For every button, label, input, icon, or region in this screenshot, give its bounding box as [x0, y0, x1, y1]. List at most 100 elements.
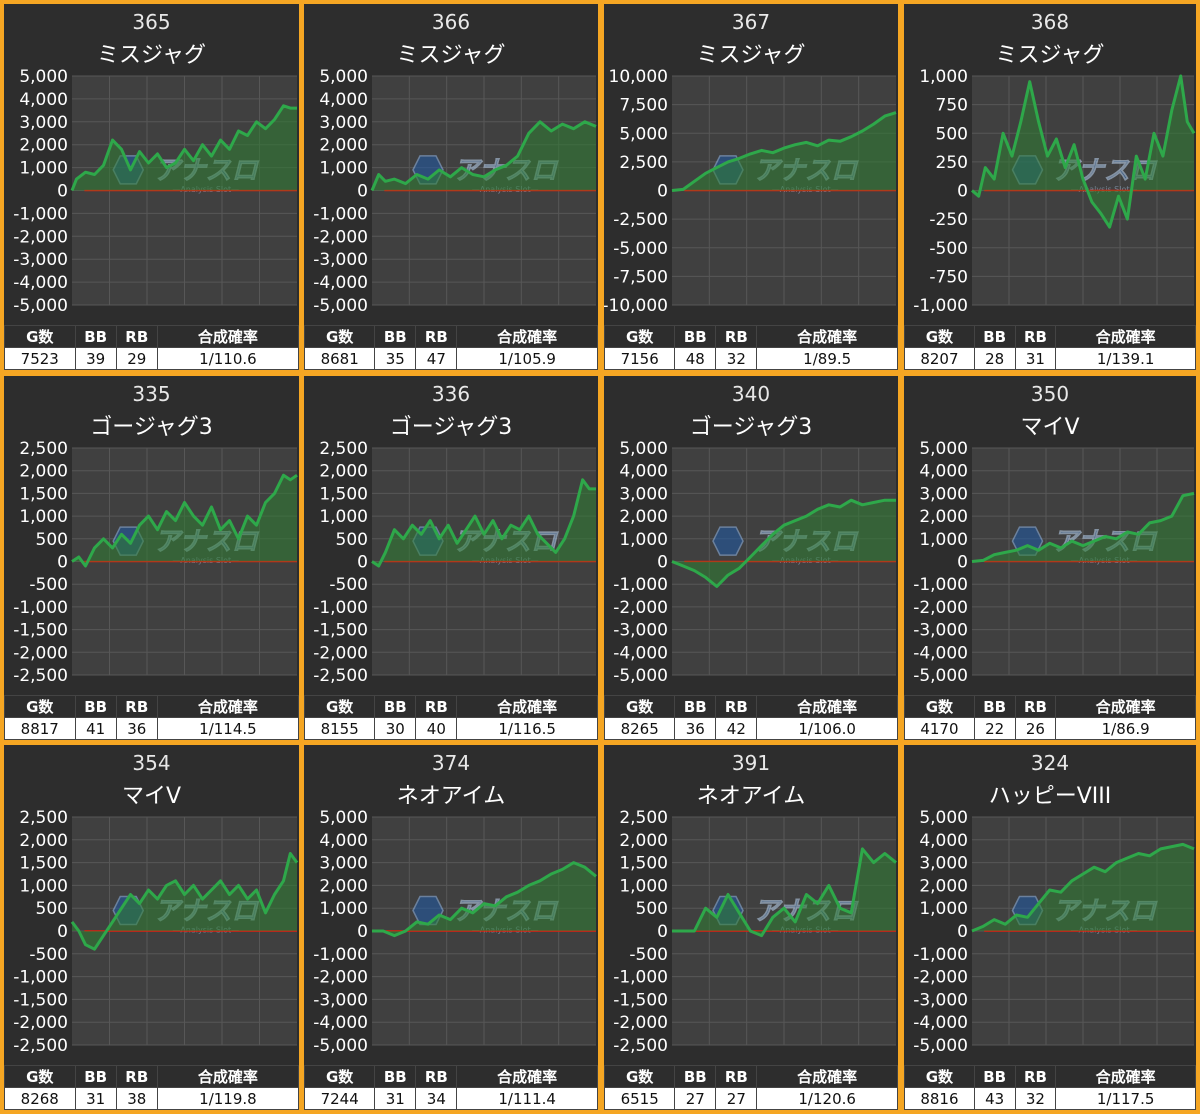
stats-table: G数 BB RB 合成確率 7523 39 29 1/110.6	[4, 325, 299, 370]
rb-header: RB	[1014, 1065, 1057, 1088]
series-area	[72, 475, 297, 566]
y-tick-label: 7,500	[619, 96, 668, 116]
y-tick-label: 3,000	[319, 113, 368, 133]
rb-header: RB	[715, 695, 758, 718]
bb-value: 43	[973, 1087, 1016, 1110]
rate-value: 1/114.5	[156, 717, 299, 740]
machine-name: ミスジャグ	[97, 43, 206, 68]
svg-text:—Analysis Slot—: —Analysis Slot—	[1071, 185, 1138, 194]
rate-header: 合成確率	[756, 1065, 898, 1088]
y-tick-label: -4,000	[913, 643, 968, 663]
y-tick-label: -1,000	[313, 204, 368, 224]
series-line	[971, 842, 1195, 933]
y-tick-label: -1,000	[13, 598, 68, 618]
bb-header: BB	[973, 1065, 1016, 1088]
rb-header: RB	[415, 695, 458, 718]
y-tick-label: -4,000	[613, 643, 668, 663]
y-tick-label: 0	[957, 553, 968, 573]
y-tick-label: 4,000	[19, 90, 68, 110]
chart-panel-350[interactable]: 350 マイV 5,000 4,000 3,000 2,000 1,000 0 -1,000 -2…	[904, 376, 1196, 740]
chart-panel-367[interactable]: 367 ミスジャグ 10,000 7,500 5,000 2,500 0 -2,500 -5,0…	[604, 4, 898, 370]
chart-panel-340[interactable]: 340 ゴージャグ3 5,000 4,000 3,000 2,000 1,000 0 -1,00…	[604, 376, 898, 740]
bb-header: BB	[973, 695, 1016, 718]
y-tick-label: -2,000	[913, 598, 968, 618]
y-tick-label: -2,000	[13, 227, 68, 247]
games-value: 7523	[4, 347, 76, 370]
series-area	[672, 112, 896, 191]
y-tick-label: -4,000	[913, 1013, 968, 1033]
games-header: G数	[904, 695, 975, 718]
rb-value: 27	[715, 1087, 758, 1110]
chart-panel-366[interactable]: 366 ミスジャグ 5,000 4,000 3,000 2,000 1,000 0 -1,000…	[304, 4, 598, 370]
y-tick-label: -2,000	[613, 598, 668, 618]
y-tick-label: -5,000	[13, 296, 68, 316]
y-tick-label: -5,000	[613, 666, 668, 686]
y-tick-label: -4,000	[313, 273, 368, 293]
games-header: G数	[604, 695, 676, 718]
rb-value: 32	[715, 347, 758, 370]
y-tick-label: -3,000	[313, 250, 368, 270]
bb-header: BB	[74, 325, 117, 348]
y-tick-label: 500	[636, 899, 668, 919]
rate-value: 1/117.5	[1055, 1087, 1196, 1110]
series-line	[971, 74, 1196, 229]
y-tick-label: -3,000	[13, 250, 68, 270]
games-value: 7156	[604, 347, 676, 370]
y-tick-label: 500	[36, 899, 68, 919]
y-tick-label: 1,000	[319, 899, 368, 919]
y-tick-label: 0	[357, 922, 368, 942]
games-value: 8207	[904, 347, 975, 370]
games-header: G数	[4, 1065, 76, 1088]
machine-name: ハッピーVIII	[988, 784, 1112, 809]
stats-table: G数 BB RB 合成確率 8268 31 38 1/119.8	[4, 1065, 299, 1110]
y-tick-label: -500	[929, 239, 968, 259]
y-tick-label: 4,000	[619, 462, 668, 482]
y-tick-label: 2,000	[19, 462, 68, 482]
y-tick-label: 2,500	[319, 439, 368, 459]
y-tick-label: 3,000	[319, 854, 368, 874]
y-tick-label: -2,500	[613, 1036, 668, 1056]
machine-name: マイV	[121, 784, 182, 809]
chart-panel-391[interactable]: 391 ネオアイム 2,500 2,000 1,500 1,000 500 0 -500 -1,0…	[604, 745, 898, 1110]
y-tick-label: -5,000	[613, 239, 668, 259]
games-value: 8265	[604, 717, 676, 740]
bb-value: 39	[74, 347, 117, 370]
y-tick-label: 2,500	[19, 808, 68, 828]
y-tick-label: 500	[36, 530, 68, 550]
series-line	[370, 120, 597, 192]
chart-svg: 5,0004,0003,0002,0001,0000-1,000-2,000-3…	[913, 808, 1195, 1056]
games-header: G数	[304, 325, 376, 348]
y-tick-label: 2,000	[919, 876, 968, 896]
machine-number: 336	[431, 382, 471, 406]
chart-panel-335[interactable]: 335 ゴージャグ3 2,500 2,000 1,500 1,000 500 0 -500 -1,…	[4, 376, 299, 740]
y-tick-label: 1,000	[619, 530, 668, 550]
chart-svg: 5,0004,0003,0002,0001,0000-1,000-2,000-3…	[313, 67, 597, 316]
chart-panel-354[interactable]: 354 マイV 2,500 2,000 1,500 1,000 500 0 -500 -1,000…	[4, 745, 299, 1110]
chart-panel-368[interactable]: 368 ミスジャグ 1,000 750 500 250 0 -250 -500 -750 -1,00…	[904, 4, 1196, 370]
series-area	[972, 844, 1194, 931]
rate-value: 1/110.6	[156, 347, 299, 370]
bb-header: BB	[374, 695, 417, 718]
y-tick-label: -1,500	[13, 990, 68, 1010]
chart-svg: 1,0007505002500-250-500-750-1,000アナスロ—An…	[913, 67, 1196, 316]
y-tick-label: 750	[936, 96, 968, 116]
y-tick-label: 1,000	[619, 876, 668, 896]
machine-name: ゴージャグ3	[689, 415, 813, 440]
y-tick-label: -1,500	[613, 990, 668, 1010]
chart-panel-365[interactable]: 365 ミスジャグ 5,000 4,000 3,000 2,000 1,000 0 -1,000…	[4, 4, 299, 370]
rb-header: RB	[115, 695, 158, 718]
rate-value: 1/106.0	[756, 717, 898, 740]
chart-panel-324[interactable]: 324 ハッピーVIII 5,000 4,000 3,000 2,000 1,000 0 -1,…	[904, 745, 1196, 1110]
rate-value: 1/105.9	[456, 347, 598, 370]
y-tick-label: 1,500	[19, 484, 68, 504]
y-tick-label: -1,500	[13, 621, 68, 641]
y-tick-label: -4,000	[13, 273, 68, 293]
rb-value: 26	[1014, 717, 1057, 740]
chart-panel-336[interactable]: 336 ゴージャグ3 2,500 2,000 1,500 1,000 500 0 -500 -1,…	[304, 376, 598, 740]
rb-value: 47	[415, 347, 458, 370]
y-tick-label: -500	[629, 945, 668, 965]
bb-value: 31	[74, 1087, 117, 1110]
y-tick-label: -1,000	[913, 296, 968, 316]
chart-panel-374[interactable]: 374 ネオアイム 5,000 4,000 3,000 2,000 1,000 0 -1,000…	[304, 745, 598, 1110]
